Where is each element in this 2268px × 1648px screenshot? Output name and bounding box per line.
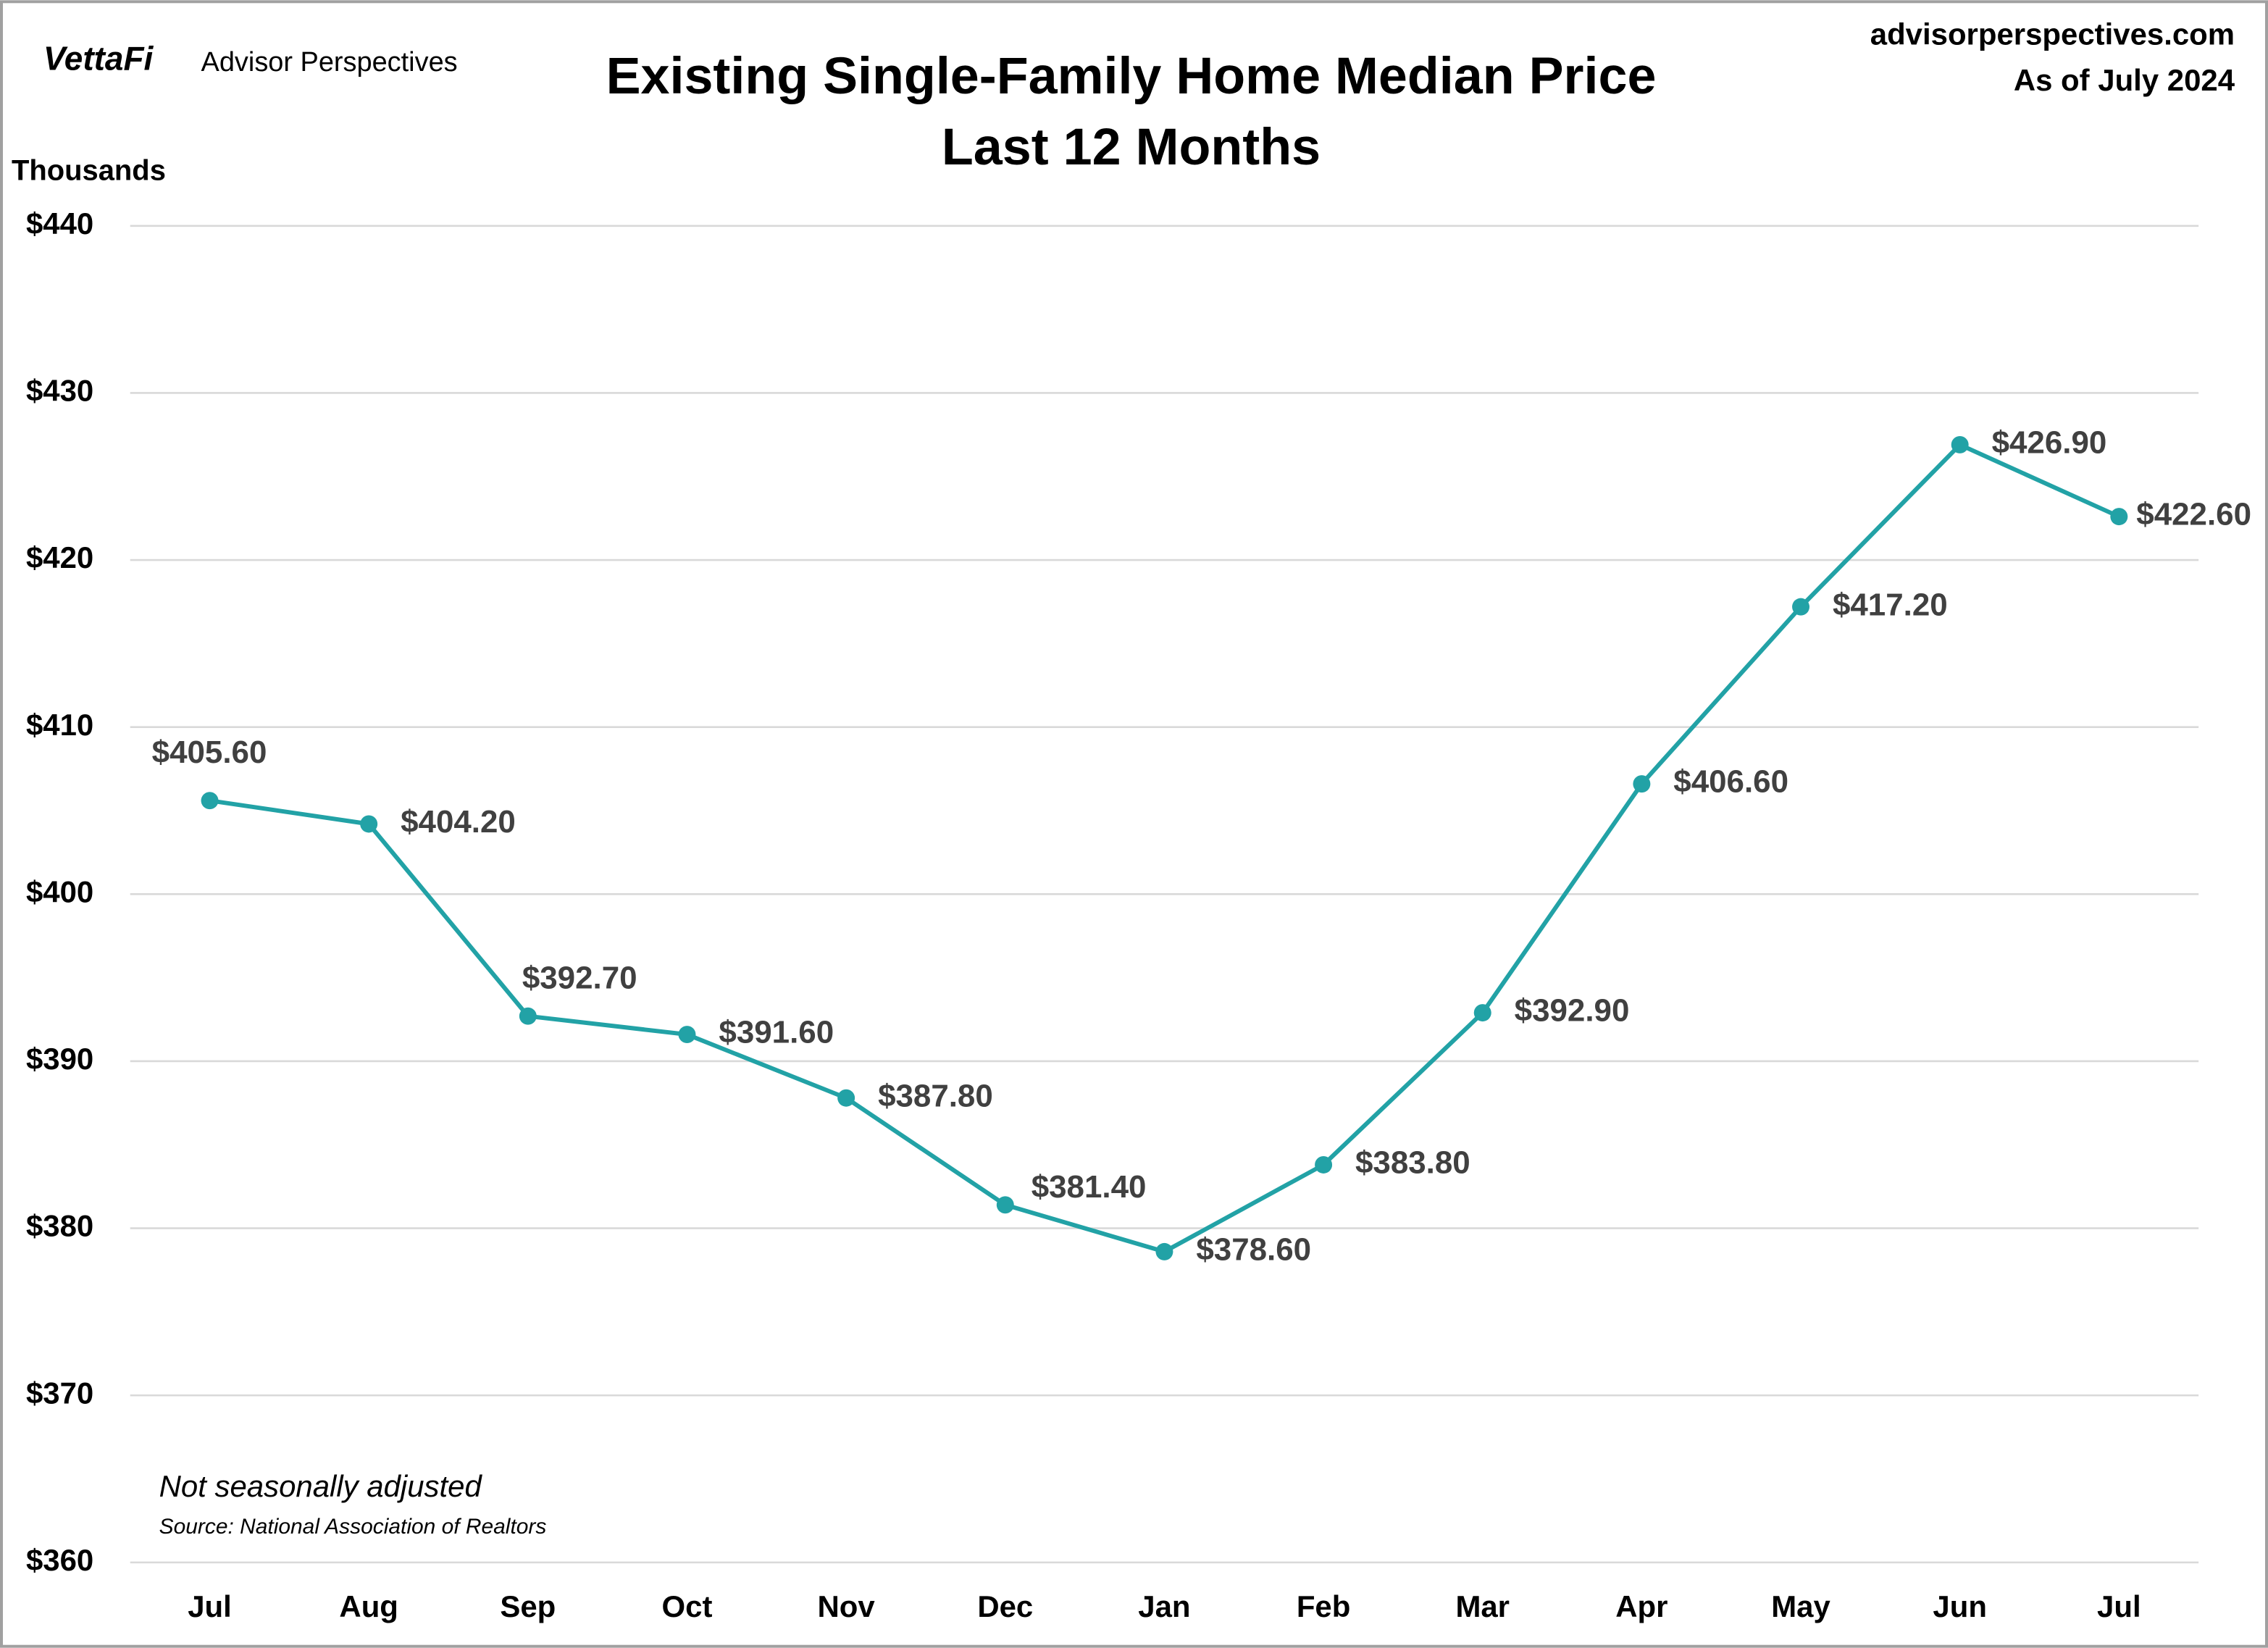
y-axis-label: Thousands — [12, 154, 166, 186]
x-tick-label: Jul — [2097, 1589, 2141, 1623]
point — [678, 1026, 696, 1044]
point — [1473, 1004, 1491, 1022]
x-tick-label: Oct — [662, 1589, 713, 1623]
x-tick-label: Apr — [1615, 1589, 1667, 1623]
y-tick-label: $380 — [26, 1209, 93, 1243]
y-tick-label: $440 — [26, 206, 93, 240]
logo: VettaFi — [43, 39, 154, 77]
data-label: $392.90 — [1515, 993, 1630, 1029]
brand: Advisor Perspectives — [201, 47, 458, 78]
x-tick-label: Aug — [339, 1589, 398, 1623]
data-label: $405.60 — [152, 735, 267, 770]
data-label: $417.20 — [1833, 587, 1948, 622]
point — [2110, 508, 2128, 526]
y-tick-label: $420 — [26, 540, 93, 574]
data-label: $387.80 — [878, 1078, 993, 1113]
annotation: Source: National Association of Realtors — [159, 1515, 547, 1539]
point — [1792, 598, 1810, 616]
y-tick-label: $390 — [26, 1042, 93, 1076]
data-label: $381.40 — [1032, 1169, 1147, 1205]
x-tick-label: Jul — [188, 1589, 232, 1623]
data-label: $392.70 — [522, 960, 637, 995]
x-tick-label: Dec — [977, 1589, 1033, 1623]
point — [519, 1007, 537, 1025]
site: advisorperspectives.com — [1870, 17, 2235, 51]
y-tick-label: $370 — [26, 1376, 93, 1410]
data-label: $404.20 — [401, 804, 516, 840]
point — [360, 815, 378, 833]
as-of: As of July 2024 — [2014, 63, 2235, 97]
point — [1155, 1242, 1173, 1260]
x-tick-label: Mar — [1455, 1589, 1510, 1623]
y-tick-label: $400 — [26, 874, 93, 908]
data-label: $406.60 — [1673, 764, 1788, 800]
point — [1951, 435, 1969, 453]
data-label: $426.90 — [1992, 425, 2107, 461]
data-label: $422.60 — [2136, 497, 2251, 532]
x-tick-label: May — [1771, 1589, 1830, 1623]
chart-subtitle: Last 12 Months — [942, 118, 1321, 176]
x-tick-label: Jan — [1138, 1589, 1190, 1623]
y-tick-label: $430 — [26, 374, 93, 408]
point — [1315, 1155, 1333, 1174]
y-tick-label: $360 — [26, 1543, 93, 1577]
x-tick-label: Nov — [818, 1589, 876, 1623]
point — [837, 1089, 855, 1107]
x-tick-label: Sep — [500, 1589, 556, 1623]
chart-title: Existing Single-Family Home Median Price — [606, 47, 1657, 105]
point — [201, 792, 219, 810]
y-tick-label: $410 — [26, 708, 93, 742]
point — [1633, 775, 1651, 793]
x-tick-label: Feb — [1297, 1589, 1351, 1623]
point — [996, 1196, 1014, 1214]
data-label: $383.80 — [1355, 1145, 1470, 1181]
x-tick-label: Jun — [1933, 1589, 1987, 1623]
data-label: $391.60 — [719, 1015, 834, 1050]
annotation: Not seasonally adjusted — [159, 1469, 483, 1503]
data-label: $378.60 — [1196, 1232, 1311, 1268]
